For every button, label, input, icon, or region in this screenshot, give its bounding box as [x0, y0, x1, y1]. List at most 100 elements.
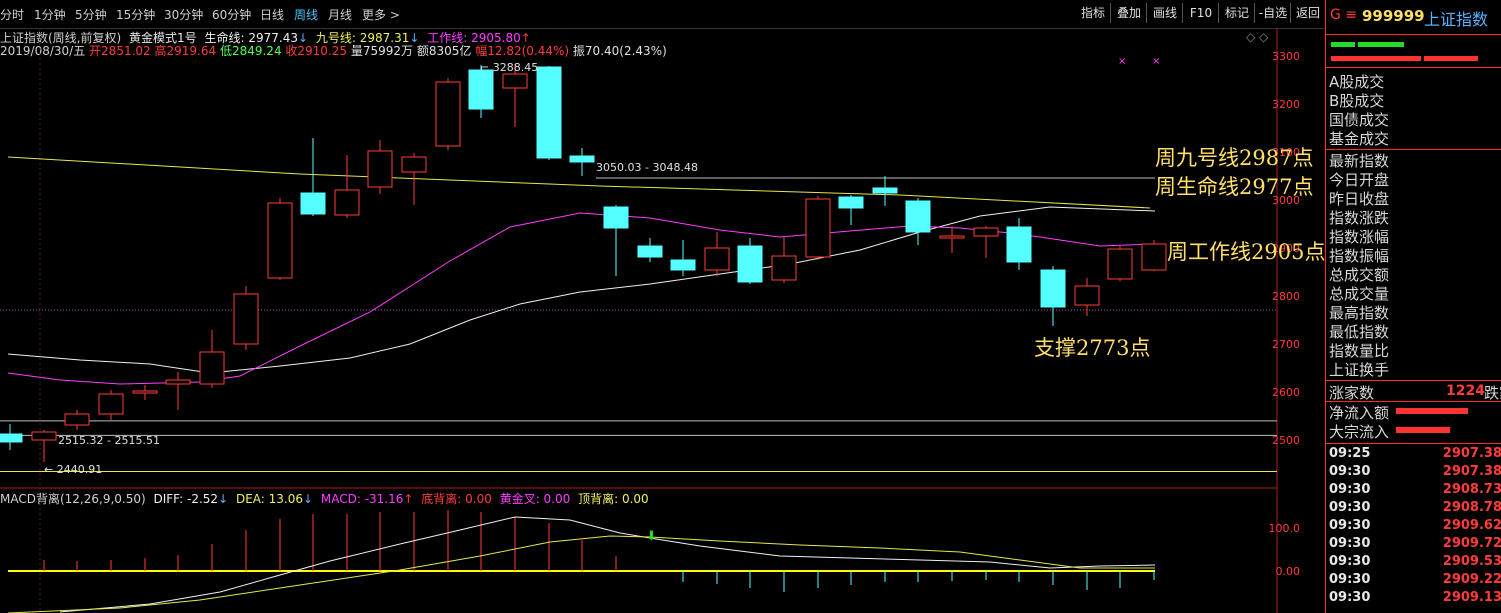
bottom-divergence: 底背离: 0.00	[421, 492, 492, 506]
candle-body	[31, 431, 57, 441]
expand-diamond-icon[interactable]: ◇ ◇	[1246, 30, 1269, 44]
tick-price: 2909.13	[1442, 590, 1501, 605]
tab-monthly[interactable]: 月线	[328, 8, 353, 22]
tab-weekly[interactable]: 周线	[294, 8, 319, 22]
mid-range-label: 3050.03 - 3048.48	[596, 161, 698, 174]
low-index-label: 最低指数	[1329, 323, 1390, 341]
arrow-icon: ←	[44, 463, 57, 476]
dea-value: DEA: 13.06	[235, 492, 303, 506]
volume-ratio-label: 指数量比	[1329, 342, 1390, 360]
macd-tick: 0.00	[1275, 565, 1301, 578]
price-tick: 2600	[1272, 386, 1300, 399]
marker-icon: ×	[1152, 56, 1160, 67]
high-index-label: 最高指数	[1329, 304, 1390, 322]
candle-body	[569, 155, 595, 163]
tick-time: 09:30	[1329, 590, 1371, 605]
candle-body	[1141, 243, 1167, 271]
tab-more[interactable]: 更多 >	[362, 8, 400, 22]
tab-daily[interactable]: 日线	[260, 8, 285, 22]
close-value: 收2910.25	[285, 44, 348, 58]
tab-5min[interactable]: 5分钟	[75, 8, 107, 22]
decliners-label: 跌家	[1484, 384, 1501, 402]
nineline-value: 九号线: 2987.31	[315, 31, 410, 45]
macd-tick: 100.0	[1268, 522, 1301, 535]
tick-price: 2909.53	[1442, 554, 1501, 569]
advancers-count: 1224	[1446, 383, 1485, 399]
min-price-value: 2440.91	[56, 463, 103, 476]
golden-cross: 黄金叉: 0.00	[499, 492, 571, 506]
tick-price: 2909.22	[1442, 572, 1501, 587]
candle-body	[468, 69, 494, 110]
draw-line-button[interactable]: 画线	[1148, 3, 1183, 23]
tick-time: 09:30	[1329, 572, 1371, 587]
indicator-info-line: 上证指数(周线,前复权) 黄金模式1号 生命线: 2977.43↓ 九号线: 2…	[0, 29, 531, 46]
model-name: 黄金模式1号	[129, 31, 197, 45]
macd-arrow-icon: ↑	[403, 492, 414, 506]
price-tick: 3200	[1272, 98, 1300, 111]
workline-arrow-icon: ↑	[520, 31, 531, 45]
back-button[interactable]: 返回	[1295, 6, 1320, 20]
candle-body	[334, 189, 360, 216]
block-inflow-bar	[1396, 427, 1450, 433]
candle-body	[435, 81, 461, 147]
turnover-label: 上证换手	[1329, 361, 1390, 379]
candle-body	[670, 259, 696, 271]
candle-body	[401, 156, 427, 173]
fund-volume-label: 基金成交	[1329, 130, 1390, 148]
dea-arrow-icon: ↓	[302, 492, 314, 506]
diff-value: DIFF: -2.52	[153, 492, 219, 506]
candle-body	[838, 196, 864, 209]
price-tick: 3300	[1272, 50, 1300, 63]
tab-15min[interactable]: 15分钟	[116, 8, 156, 22]
total-volume-label: 总成交量	[1329, 285, 1390, 303]
candle-body	[536, 66, 562, 159]
candle-body	[1040, 269, 1066, 308]
candle-body	[1107, 248, 1133, 280]
tick-price: 2908.78	[1442, 500, 1501, 515]
macd-name: MACD背离(12,26,9,0.50)	[0, 492, 146, 506]
tab-timeshare[interactable]: 分时	[0, 8, 25, 22]
block-inflow-label: 大宗流入	[1329, 423, 1390, 441]
amount-value: 额8305亿	[416, 44, 472, 58]
candle-body	[233, 293, 259, 345]
tick-time: 09:25	[1329, 446, 1371, 461]
stock-code: 999999	[1362, 7, 1425, 25]
mark-button[interactable]: 标记	[1220, 3, 1255, 23]
down-arrow-icon: ⬇	[646, 529, 657, 544]
low-value: 低2849.24	[219, 44, 282, 58]
tab-30min[interactable]: 30分钟	[164, 8, 204, 22]
open-value: 开2851.02	[89, 44, 151, 58]
period-toolbar: 分时 1分钟 5分钟 15分钟 30分钟 60分钟 日线 周线 月线 更多 > …	[0, 0, 1325, 29]
low-range-label: 2515.32 - 2515.51	[58, 434, 160, 447]
kline-chart[interactable]: × × ⬇	[0, 28, 1325, 613]
tick-time: 09:30	[1329, 464, 1371, 479]
net-inflow-label: 净流入额	[1329, 404, 1390, 422]
top-divergence: 顶背离: 0.00	[578, 492, 649, 506]
candle-body	[0, 433, 23, 443]
watchlist-button[interactable]: -自选	[1256, 3, 1291, 23]
candle-body	[939, 235, 965, 239]
quote-panel: G ≡ 999999 上证指数 A股成交 B股成交 国债成交 基金成交 最新指数…	[1325, 0, 1501, 613]
f10-button[interactable]: F10	[1184, 3, 1219, 23]
candle-body	[367, 150, 393, 188]
candle-body	[165, 379, 191, 385]
indicator-button[interactable]: 指标	[1076, 3, 1111, 23]
tick-price: 2907.38	[1442, 464, 1501, 479]
b-share-volume-label: B股成交	[1329, 92, 1385, 110]
overlay-button[interactable]: 叠加	[1112, 3, 1147, 23]
candle-body	[64, 413, 90, 426]
tab-1min[interactable]: 1分钟	[34, 8, 66, 22]
candle-body	[1006, 226, 1032, 263]
menu-icon[interactable]: G ≡	[1330, 7, 1358, 23]
annotation-workline: 周工作线2905点	[1167, 240, 1326, 264]
candle-body	[98, 393, 124, 415]
candle-body	[973, 227, 999, 237]
candle-body	[704, 247, 730, 271]
price-tick: 3000	[1272, 194, 1300, 207]
candle-body	[132, 390, 158, 394]
volume-value: 量75992万	[350, 44, 414, 58]
index-title: 上证指数(周线,前复权)	[0, 31, 122, 45]
tick-time: 09:30	[1329, 554, 1371, 569]
candle-body	[737, 245, 763, 283]
tab-60min[interactable]: 60分钟	[212, 8, 252, 22]
